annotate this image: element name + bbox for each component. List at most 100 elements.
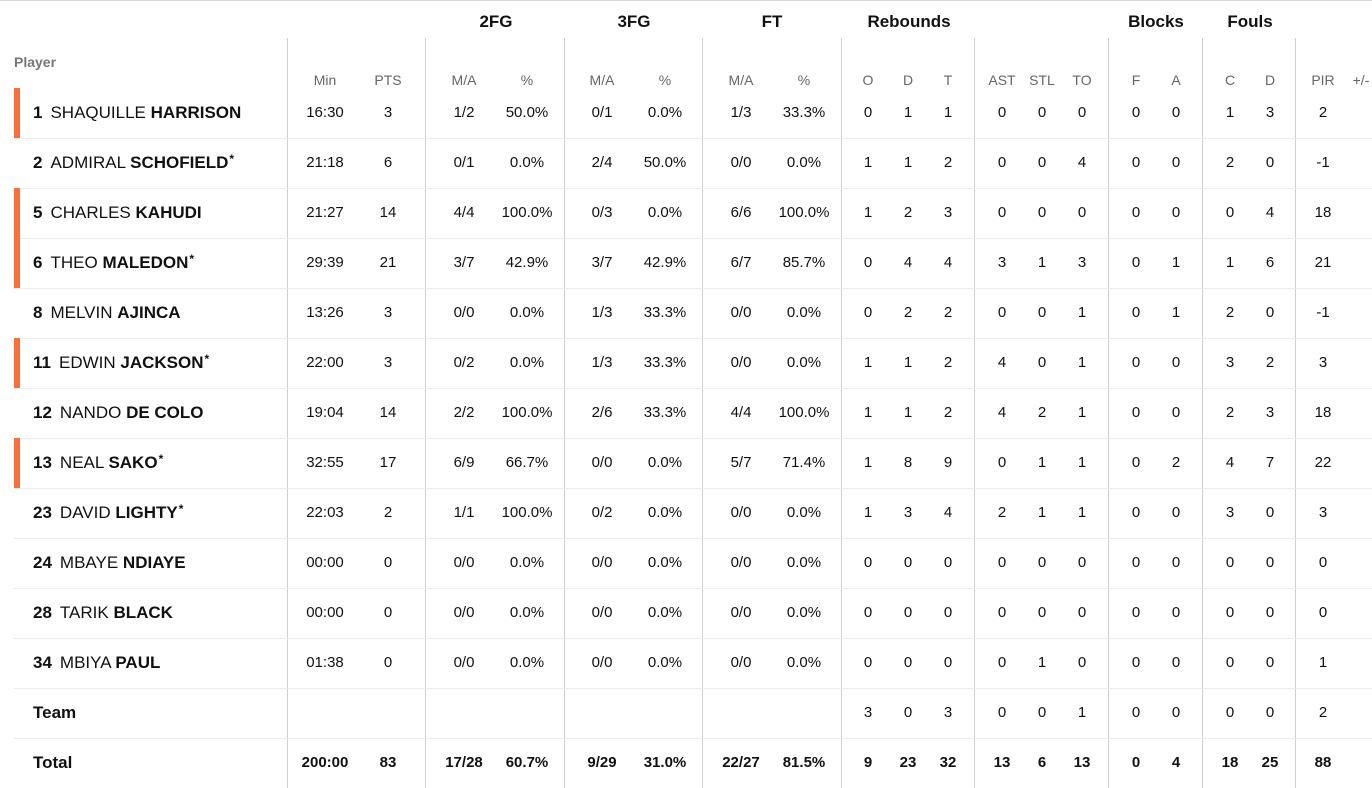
stat-cell: 0.0% <box>786 354 822 371</box>
player-first-name: DAVID <box>59 503 111 522</box>
stat-cell: 2 <box>1318 104 1328 121</box>
column-header[interactable]: % <box>797 72 811 88</box>
player-row[interactable]: 8 MELVIN AJINCA 13:26 3 0/0 0.0% 1/3 33.3% 0/0 0.… <box>14 288 1372 339</box>
stat-cell: 0 <box>1131 504 1141 521</box>
player-name[interactable]: 1 SHAQUILLE HARRISON <box>33 88 241 138</box>
player-row[interactable]: 6 THEO MALEDON* 29:39 21 3/7 42.9% 3/7 42.9% 6/7… <box>14 238 1372 289</box>
player-last-name: AJINCA <box>117 303 181 322</box>
column-header[interactable]: % <box>520 72 534 88</box>
stat-cell: 0 <box>1171 604 1181 621</box>
player-name[interactable]: 13 NEAL SAKO* <box>33 438 163 488</box>
stat-cell: 1 <box>903 104 913 121</box>
stat-cell: 4 <box>1171 754 1181 771</box>
stat-cell: 100.0% <box>778 404 830 421</box>
column-header[interactable]: A <box>1171 72 1181 88</box>
player-last-name: BLACK <box>113 603 173 622</box>
player-name[interactable]: 2 ADMIRAL SCHOFIELD* <box>33 138 234 188</box>
column-header[interactable]: +/- <box>1352 72 1370 88</box>
stat-cell: 0 <box>1037 354 1047 371</box>
column-header[interactable]: AST <box>988 72 1016 88</box>
column-header[interactable]: TO <box>1072 72 1092 88</box>
stat-cell <box>434 688 494 738</box>
player-row[interactable]: 13 NEAL SAKO* 32:55 17 6/9 66.7% 0/0 0.0% 5/7 71.… <box>14 438 1372 489</box>
player-row[interactable]: 2 ADMIRAL SCHOFIELD* 21:18 6 0/1 0.0% 2/4 50.0%… <box>14 138 1372 189</box>
stat-cell <box>1331 338 1372 388</box>
stat-cell: 0/0 <box>591 554 613 571</box>
stat-cell: 1 <box>1077 454 1087 471</box>
stat-cell: 0/0 <box>591 604 613 621</box>
stat-cell: 19:04 <box>306 404 344 421</box>
column-header[interactable]: PTS <box>374 72 402 88</box>
stat-cell: 1 <box>943 104 953 121</box>
column-header[interactable]: PIR <box>1311 72 1335 88</box>
stat-cell: 0 <box>1171 504 1181 521</box>
stat-cell: 5/7 <box>730 454 752 471</box>
stat-cell: 0/0 <box>730 154 752 171</box>
group-header-rebounds: Rebounds <box>867 12 951 31</box>
player-name[interactable]: 12 NANDO DE COLO <box>33 388 204 438</box>
column-header[interactable]: M/A <box>728 72 754 88</box>
stat-cell: 4 <box>1225 454 1235 471</box>
player-row[interactable]: 23 DAVID LIGHTY* 22:03 2 1/1 100.0% 0/2 0.0% 0/0… <box>14 488 1372 539</box>
stat-cell: 0 <box>903 554 913 571</box>
column-header[interactable]: STL <box>1029 72 1055 88</box>
player-name[interactable]: 28 TARIK BLACK <box>33 588 173 638</box>
jersey-number: 12 <box>33 403 52 422</box>
player-name[interactable]: 34 MBIYA PAUL <box>33 638 160 688</box>
player-column-header: Player <box>14 54 57 70</box>
player-first-name: ADMIRAL <box>50 153 126 172</box>
column-header[interactable]: M/A <box>451 72 477 88</box>
stat-cell: 0 <box>1077 554 1087 571</box>
column-header[interactable]: O <box>862 72 874 88</box>
player-row[interactable]: 24 MBAYE NDIAYE 00:00 0 0/0 0.0% 0/0 0.0% 0/0 0.0… <box>14 538 1372 589</box>
player-last-name: KAHUDI <box>135 203 202 222</box>
stat-cell <box>1331 438 1372 488</box>
player-last-name: SCHOFIELD <box>130 153 229 172</box>
stat-cell: 1/3 <box>730 104 752 121</box>
player-row[interactable]: 12 NANDO DE COLO 19:04 14 2/2 100.0% 2/6 33.3% 4… <box>14 388 1372 439</box>
stat-cell: 83 <box>379 754 397 771</box>
jersey-number: 5 <box>33 203 43 222</box>
stat-cell: 2 <box>943 354 953 371</box>
player-name[interactable]: 5 CHARLES KAHUDI <box>33 188 202 238</box>
column-header[interactable]: Min <box>313 72 337 88</box>
stat-cell: 6/9 <box>453 454 475 471</box>
column-header[interactable]: D <box>902 72 914 88</box>
player-row[interactable]: 11 EDWIN JACKSON* 22:00 3 0/2 0.0% 1/3 33.3% 0/0… <box>14 338 1372 389</box>
stat-cell: 0 <box>1037 604 1047 621</box>
column-header[interactable]: M/A <box>589 72 615 88</box>
player-name[interactable]: 24 MBAYE NDIAYE <box>33 538 186 588</box>
column-header[interactable]: F <box>1131 72 1141 88</box>
stat-cell: 0 <box>1131 204 1141 221</box>
player-row[interactable]: 1 SHAQUILLE HARRISON 16:30 3 1/2 50.0% 0/1 0.0%… <box>14 88 1372 139</box>
stat-cell: 0 <box>997 554 1007 571</box>
player-row[interactable]: 5 CHARLES KAHUDI 21:27 14 4/4 100.0% 0/3 0.0% 6/… <box>14 188 1372 239</box>
player-last-name: LIGHTY <box>115 503 178 522</box>
column-header[interactable]: % <box>658 72 672 88</box>
player-name[interactable]: 6 THEO MALEDON* <box>33 238 194 288</box>
stat-cell: 0 <box>1131 454 1141 471</box>
stat-cell: 00:00 <box>306 604 344 621</box>
column-header[interactable]: T <box>943 72 953 88</box>
stat-cell: 1 <box>1037 654 1047 671</box>
stat-cell: 1 <box>903 404 913 421</box>
column-header[interactable]: D <box>1264 72 1276 88</box>
player-name[interactable]: 11 EDWIN JACKSON* <box>33 338 209 388</box>
stat-cell: 0 <box>1131 254 1141 271</box>
player-name[interactable]: 8 MELVIN AJINCA <box>33 288 181 338</box>
column-header[interactable]: C <box>1224 72 1236 88</box>
stat-cell: 0/0 <box>591 454 613 471</box>
player-name[interactable]: 23 DAVID LIGHTY* <box>33 488 183 538</box>
stat-cell: 22:03 <box>306 504 344 521</box>
player-row[interactable]: 28 TARIK BLACK 00:00 0 0/0 0.0% 0/0 0.0% 0/0 0.0%… <box>14 588 1372 639</box>
player-row[interactable]: 34 MBIYA PAUL 01:38 0 0/0 0.0% 0/0 0.0% 0/0 0.0% 0… <box>14 638 1372 689</box>
stat-cell: 85.7% <box>782 254 826 271</box>
stat-cell: 0/1 <box>591 104 613 121</box>
column-divider <box>841 38 842 788</box>
stat-cell: 17 <box>379 454 397 471</box>
stat-cell: 3 <box>943 704 953 721</box>
stat-cell: 0 <box>1131 104 1141 121</box>
stat-cell: 0 <box>1225 204 1235 221</box>
stat-cell: 22 <box>1314 454 1332 471</box>
stat-cell: 0.0% <box>647 554 683 571</box>
